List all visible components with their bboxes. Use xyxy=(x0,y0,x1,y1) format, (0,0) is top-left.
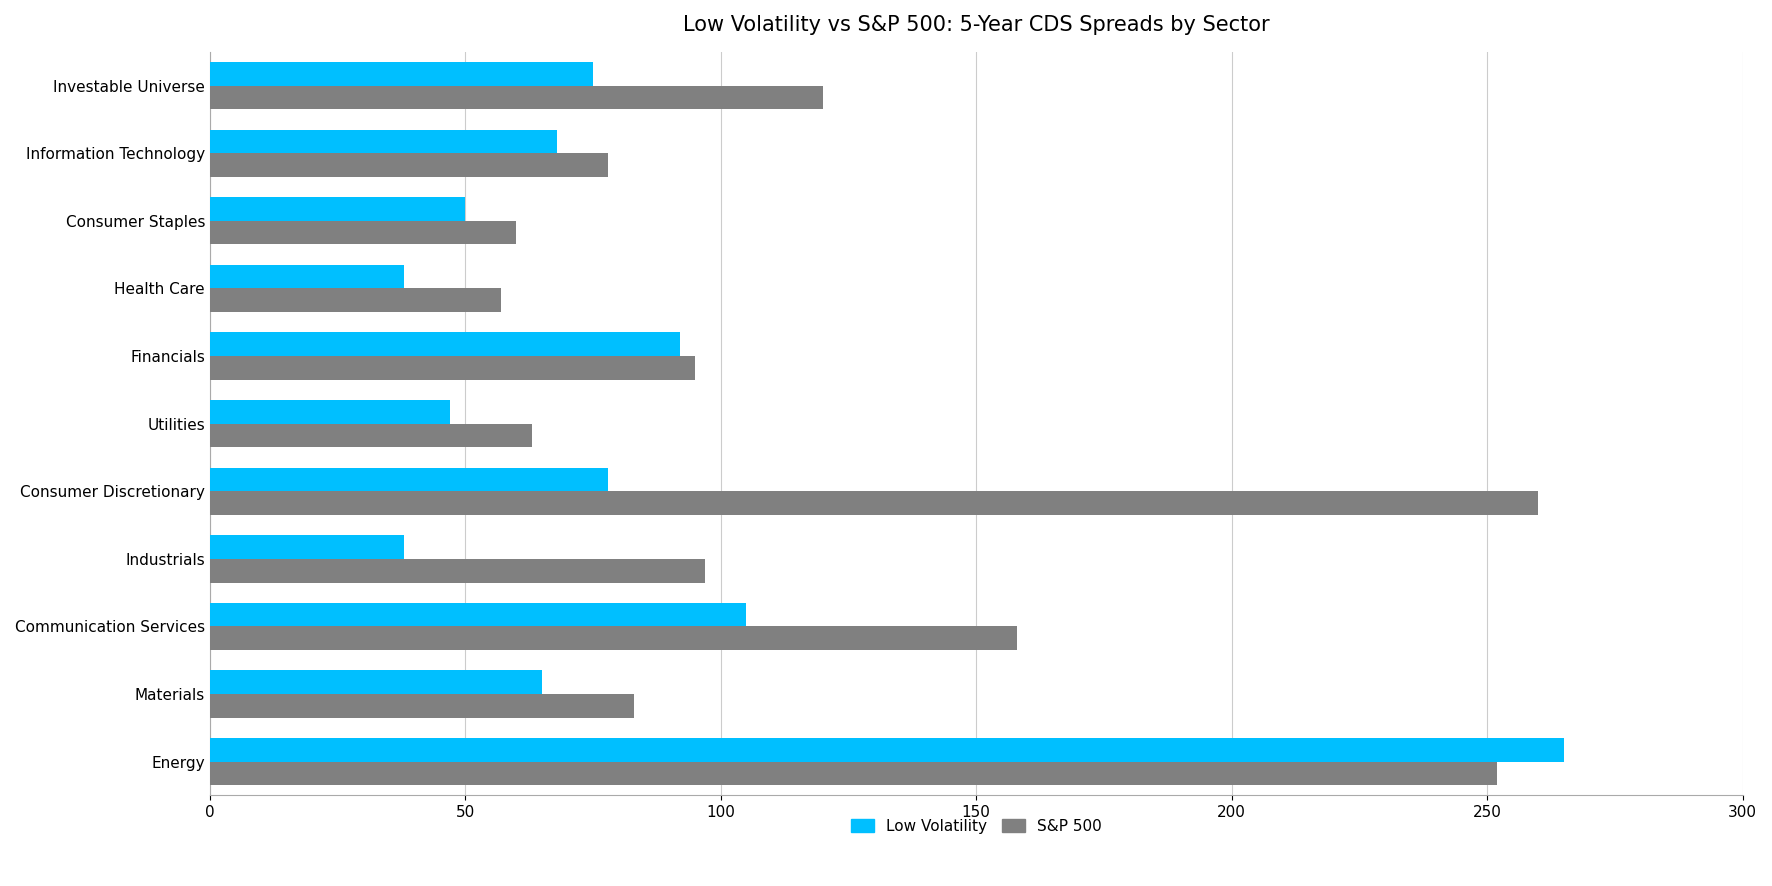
Bar xyxy=(211,400,450,424)
Bar xyxy=(211,265,404,289)
Bar xyxy=(211,332,680,356)
Bar xyxy=(211,602,746,626)
Bar xyxy=(211,129,558,153)
Bar xyxy=(211,671,542,694)
Legend: Low Volatility, S&P 500: Low Volatility, S&P 500 xyxy=(845,812,1108,840)
Bar xyxy=(211,626,1017,650)
Bar xyxy=(211,356,695,380)
Bar xyxy=(211,491,1538,515)
Bar xyxy=(211,468,608,491)
Bar xyxy=(211,535,404,559)
Bar xyxy=(211,62,594,86)
Bar xyxy=(211,762,1497,785)
Title: Low Volatility vs S&P 500: 5-Year CDS Spreads by Sector: Low Volatility vs S&P 500: 5-Year CDS Sp… xyxy=(682,15,1269,35)
Bar xyxy=(211,221,516,245)
Bar xyxy=(211,86,822,109)
Bar xyxy=(211,694,634,718)
Bar xyxy=(211,153,608,177)
Bar xyxy=(211,424,532,447)
Bar xyxy=(211,289,501,312)
Bar xyxy=(211,559,705,582)
Bar xyxy=(211,738,1563,762)
Bar xyxy=(211,198,466,221)
